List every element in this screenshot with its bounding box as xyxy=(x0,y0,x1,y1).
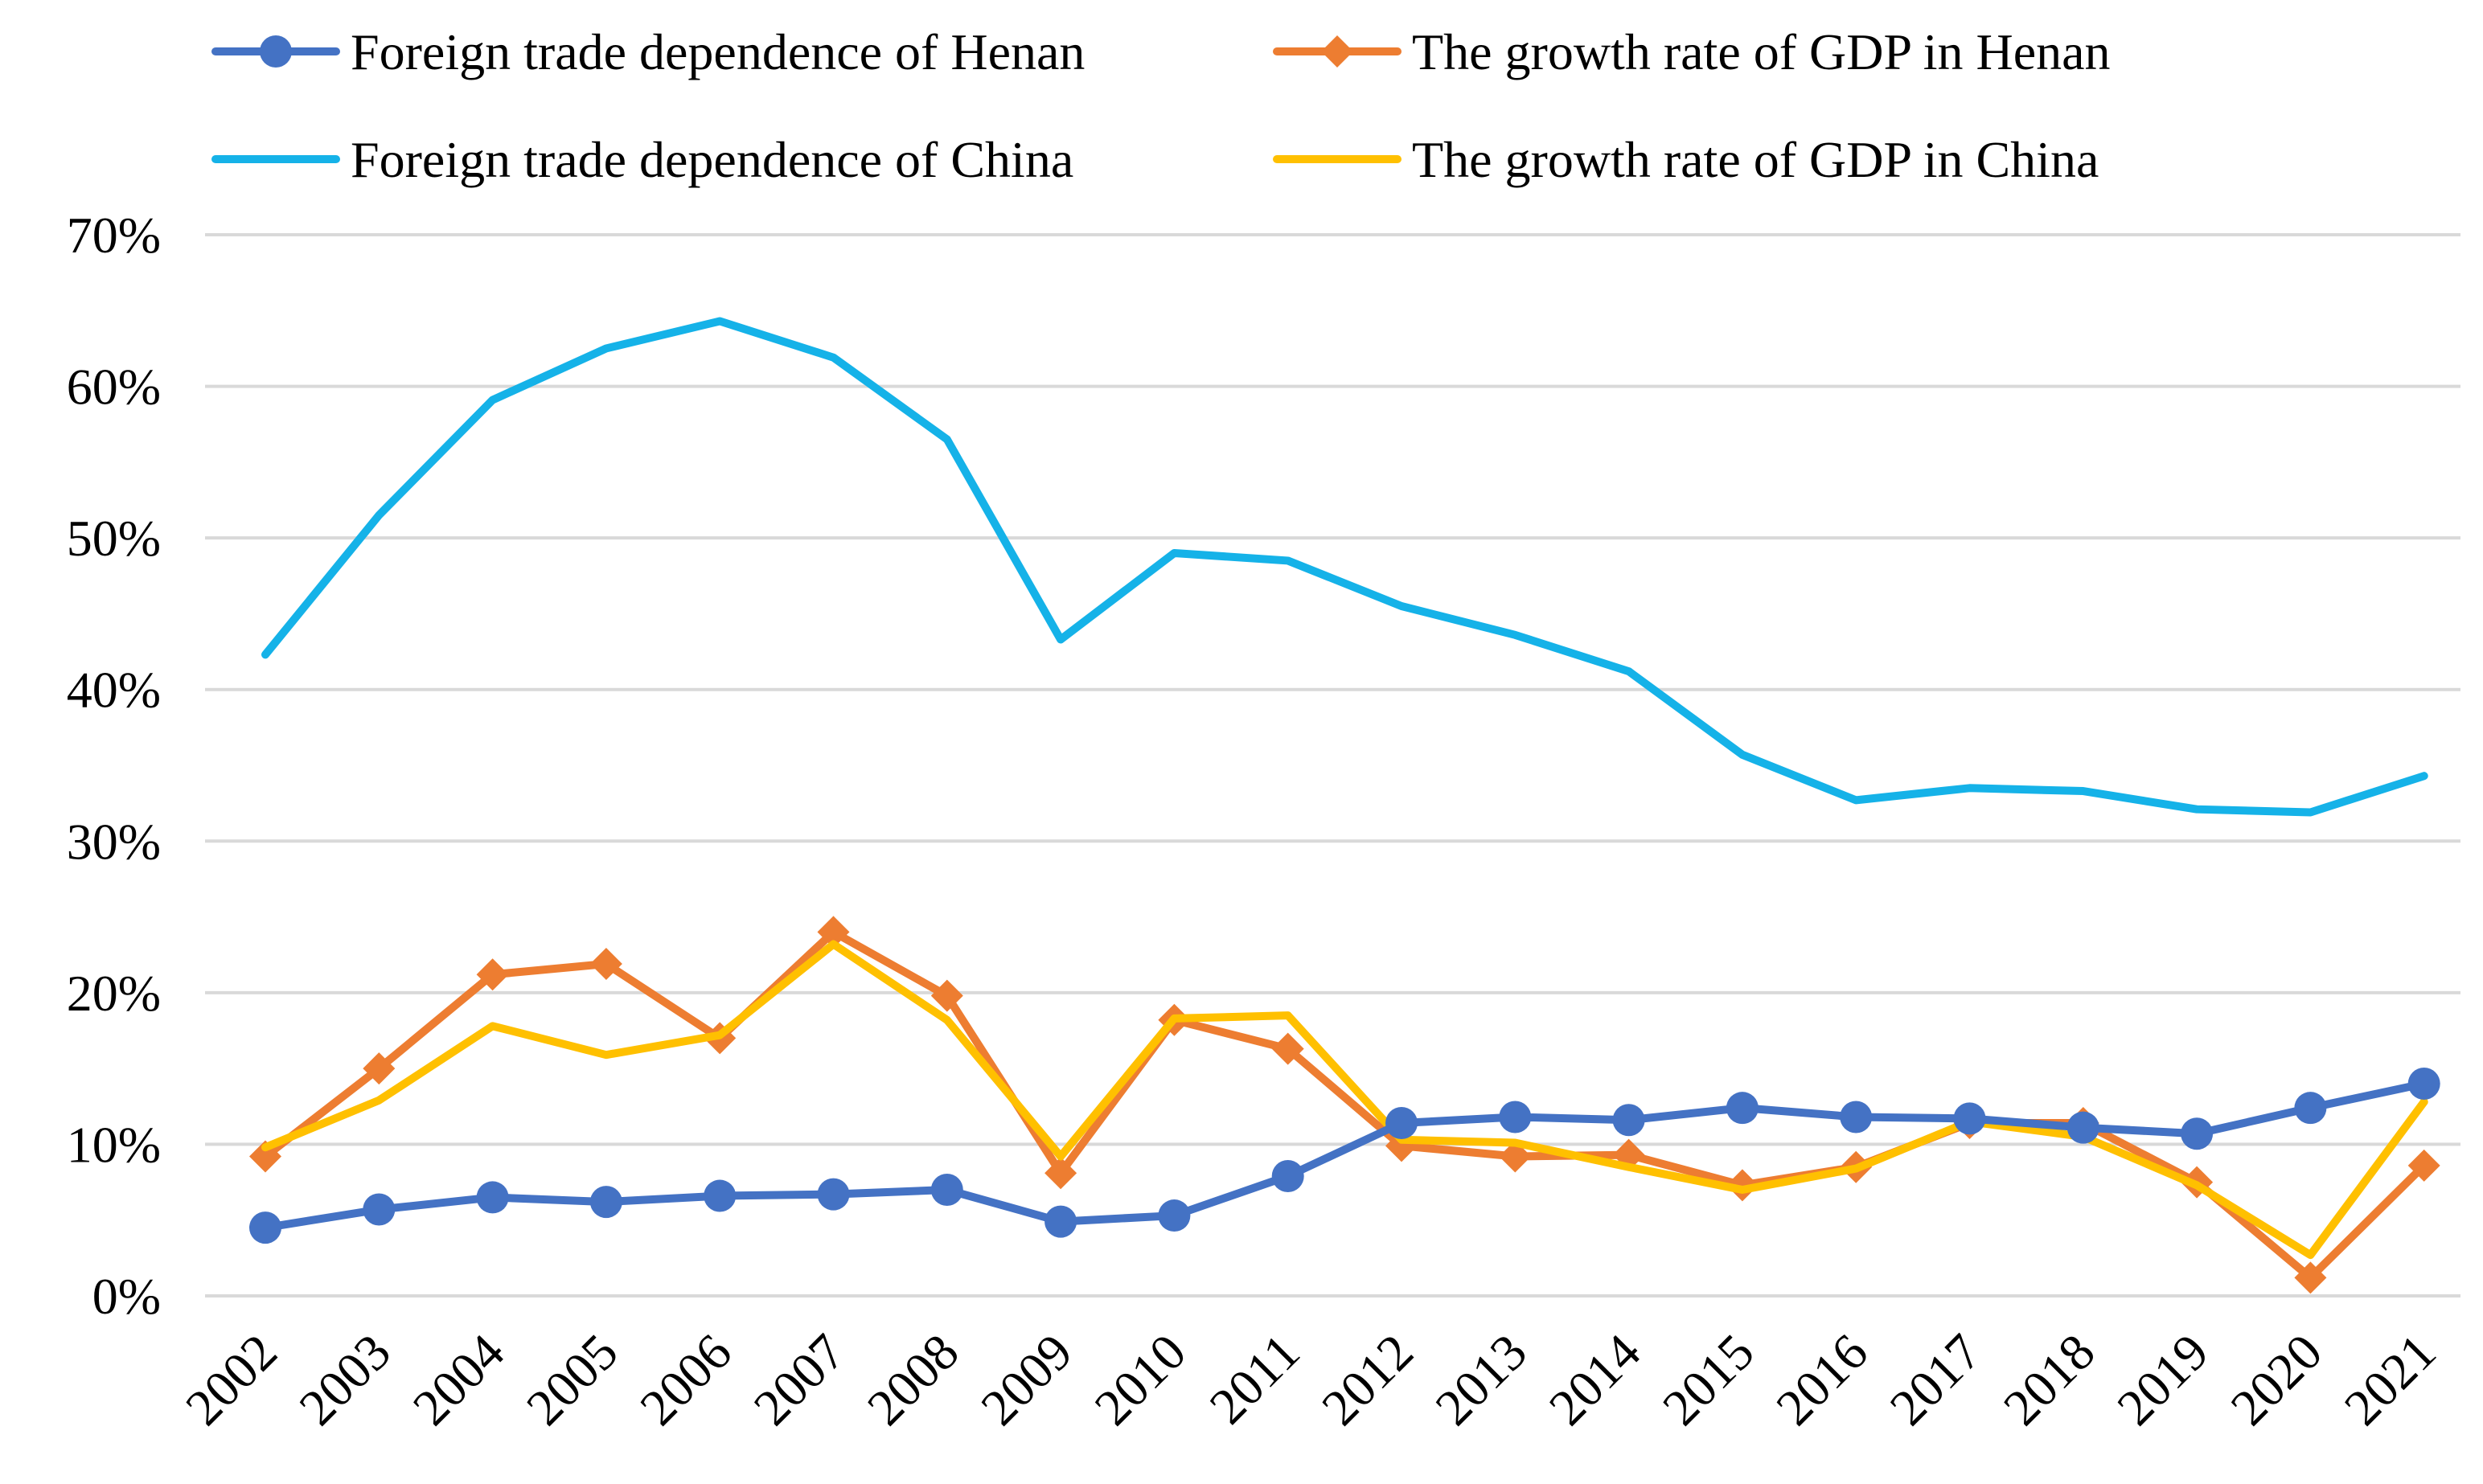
x-tick-label: 2012 xyxy=(1311,1323,1424,1437)
y-tick-label: 50% xyxy=(67,510,161,567)
y-tick-label: 10% xyxy=(67,1116,161,1173)
x-tick-label: 2007 xyxy=(743,1323,856,1437)
y-tick-label: 70% xyxy=(67,207,161,264)
data-point xyxy=(2181,1117,2214,1150)
data-point xyxy=(817,916,850,949)
x-tick-label: 2006 xyxy=(629,1323,742,1437)
data-point xyxy=(1726,1092,1759,1125)
data-point xyxy=(1271,1032,1304,1065)
legend-item-foreign-trade-dependence-of-henan: Foreign trade dependence of Henan xyxy=(211,23,1085,80)
data-point xyxy=(930,1174,963,1206)
y-tick-label: 30% xyxy=(67,813,161,870)
x-tick-label: 2004 xyxy=(402,1323,515,1437)
x-tick-label: 2021 xyxy=(2333,1323,2447,1437)
series-line-the-growth-rate-of-gdp-in-china xyxy=(261,940,2428,1260)
x-tick-label: 2013 xyxy=(1424,1323,1537,1437)
series-the-growth-rate-of-gdp-in-henan xyxy=(249,916,2440,1294)
x-tick-label: 2009 xyxy=(970,1323,1083,1437)
gridlines xyxy=(205,233,2460,1297)
data-point xyxy=(2066,1111,2099,1144)
x-tick-label: 2017 xyxy=(1879,1323,1993,1437)
series-line-the-growth-rate-of-gdp-in-henan xyxy=(261,928,2428,1282)
x-tick-label: 2008 xyxy=(856,1323,970,1437)
data-point xyxy=(363,1052,396,1085)
data-point xyxy=(930,979,963,1012)
series-line-foreign-trade-dependence-of-china xyxy=(261,317,2428,817)
data-point xyxy=(363,1193,396,1226)
data-point xyxy=(1385,1107,1418,1140)
data-point xyxy=(704,1179,737,1212)
legend-marker xyxy=(1321,35,1353,68)
data-point xyxy=(817,1178,850,1211)
data-point xyxy=(1840,1101,1873,1133)
legend-item-foreign-trade-dependence-of-china: Foreign trade dependence of China xyxy=(211,131,1073,188)
series-group xyxy=(249,317,2440,1294)
data-point xyxy=(589,948,622,981)
data-point xyxy=(589,1186,622,1219)
data-point xyxy=(2407,1068,2440,1100)
series-foreign-trade-dependence-of-china xyxy=(261,317,2428,817)
x-tick-label: 2003 xyxy=(288,1323,401,1437)
data-point xyxy=(476,1181,509,1214)
data-point xyxy=(2294,1092,2327,1125)
legend-item-the-growth-rate-of-gdp-in-henan: The growth rate of GDP in Henan xyxy=(1273,23,2111,80)
chart-legend: Foreign trade dependence of Henan The gro… xyxy=(211,23,2111,188)
y-tick-label: 40% xyxy=(67,662,161,719)
y-axis-tick-labels: 0% 10% 20% 30% 40% 50% 60% 70% xyxy=(67,207,161,1325)
x-tick-label: 2019 xyxy=(2106,1323,2219,1437)
x-tick-label: 2002 xyxy=(174,1323,288,1437)
y-tick-label: 60% xyxy=(67,359,161,416)
x-tick-label: 2010 xyxy=(1084,1323,1197,1437)
x-tick-label: 2015 xyxy=(1652,1323,1765,1437)
series-line-foreign-trade-dependence-of-henan xyxy=(261,1080,2428,1232)
x-axis-tick-labels: 2002 2003 2004 2005 2006 2007 2008 2009 2010 2011… xyxy=(174,1323,2446,1437)
data-point xyxy=(249,1140,281,1173)
data-point xyxy=(2407,1149,2440,1182)
data-point xyxy=(1499,1101,1532,1133)
legend-label: Foreign trade dependence of China xyxy=(351,131,1073,188)
legend-label: The growth rate of GDP in Henan xyxy=(1412,23,2111,80)
x-tick-label: 2011 xyxy=(1199,1323,1311,1435)
data-point xyxy=(476,958,509,991)
series-foreign-trade-dependence-of-henan xyxy=(249,1068,2440,1244)
x-tick-label: 2005 xyxy=(515,1323,629,1437)
x-tick-label: 2016 xyxy=(1765,1323,1878,1437)
data-point xyxy=(1612,1104,1645,1137)
y-tick-label: 20% xyxy=(67,965,161,1022)
data-point xyxy=(1045,1205,1077,1238)
x-tick-label: 2014 xyxy=(1538,1323,1652,1437)
x-tick-label: 2018 xyxy=(1993,1323,2106,1437)
legend-item-the-growth-rate-of-gdp-in-china: The growth rate of GDP in China xyxy=(1273,131,2099,188)
legend-label: The growth rate of GDP in China xyxy=(1412,131,2099,188)
x-tick-label: 2020 xyxy=(2220,1323,2333,1437)
data-point xyxy=(1271,1160,1304,1193)
legend-marker xyxy=(260,35,292,68)
data-point xyxy=(1953,1102,1986,1135)
legend-label: Foreign trade dependence of Henan xyxy=(351,23,1085,80)
data-point xyxy=(1726,1169,1759,1202)
data-point xyxy=(2294,1261,2327,1294)
y-tick-label: 0% xyxy=(92,1268,161,1325)
data-point xyxy=(1158,1199,1191,1232)
data-point xyxy=(249,1211,281,1244)
series-the-growth-rate-of-gdp-in-china xyxy=(261,940,2428,1260)
data-point xyxy=(1045,1157,1077,1190)
